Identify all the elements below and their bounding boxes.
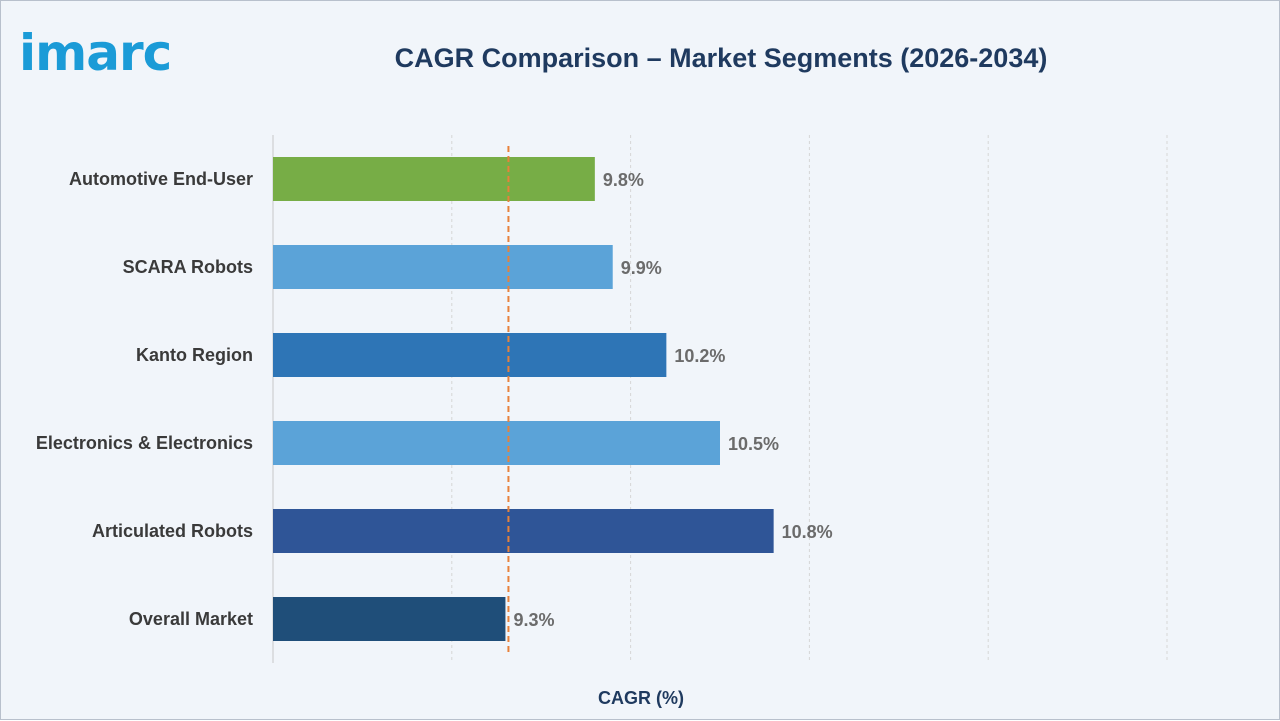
chart-title: CAGR Comparison – Market Segments (2026-…: [394, 43, 1048, 73]
value-label: 10.8%: [782, 522, 833, 542]
value-label: 10.2%: [674, 346, 725, 366]
imarc-logo: imarc: [19, 15, 209, 85]
bar: [273, 597, 506, 641]
value-label: 9.9%: [621, 258, 662, 278]
bar: [273, 333, 667, 377]
category-label: Automotive End-User: [69, 169, 253, 189]
gridlines: [272, 135, 1168, 663]
category-label: Electronics & Electronics: [36, 433, 253, 453]
value-labels: 9.8% 9.9% 10.2% 10.5% 10.8% 9.3%: [513, 170, 832, 630]
bar: [273, 245, 613, 289]
bar: [273, 509, 774, 553]
value-label: 9.3%: [513, 610, 554, 630]
category-label: Articulated Robots: [92, 521, 253, 541]
value-label: 9.8%: [603, 170, 644, 190]
category-labels: Automotive End-User SCARA Robots Kanto Reg…: [36, 169, 253, 629]
category-label: Kanto Region: [136, 345, 253, 365]
bar: [273, 157, 595, 201]
logo-text: imarc: [19, 24, 172, 82]
bar: [273, 421, 720, 465]
bars: [273, 157, 774, 641]
category-label: Overall Market: [129, 609, 253, 629]
value-label: 10.5%: [728, 434, 779, 454]
x-axis-title: CAGR (%): [598, 688, 684, 708]
category-label: SCARA Robots: [123, 257, 253, 277]
